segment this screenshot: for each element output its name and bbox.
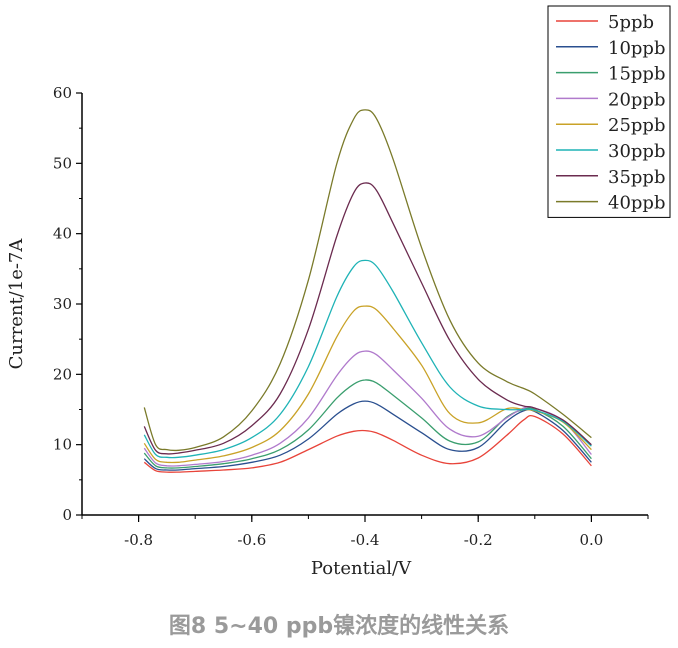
legend-box [547, 5, 671, 218]
legend-label: 5ppb [608, 12, 654, 33]
x-tick-label: -0.6 [237, 531, 266, 549]
x-tick-label: -0.4 [351, 531, 380, 549]
figure-caption: 图8 5~40 ppb镍浓度的线性关系 [168, 614, 510, 639]
x-tick-label: -0.2 [464, 531, 493, 549]
y-tick-label: 10 [53, 436, 72, 454]
legend-label: 20ppb [608, 89, 665, 110]
series-line-35ppb [143, 182, 592, 455]
x-tick-label: 0.0 [579, 531, 603, 549]
legend-label: 15ppb [608, 64, 665, 85]
legend-label: 40ppb [608, 193, 665, 214]
series-line-20ppb [143, 350, 592, 467]
legend-label: 30ppb [608, 141, 665, 162]
y-tick-label: 0 [62, 506, 72, 524]
y-tick-label: 40 [53, 225, 72, 243]
y-axis-label: Current/1e-7A [6, 238, 27, 370]
series-line-40ppb [143, 109, 592, 452]
y-tick-label: 30 [53, 295, 72, 313]
legend-label: 10ppb [608, 38, 665, 59]
legend-label: 25ppb [608, 115, 665, 136]
series-line-30ppb [143, 259, 592, 459]
series-line-15ppb [143, 379, 592, 469]
x-tick-label: -0.8 [124, 531, 153, 549]
legend-label: 35ppb [608, 167, 665, 188]
y-tick-label: 50 [53, 154, 72, 172]
y-tick-label: 20 [53, 365, 72, 383]
x-axis-label: Potential/V [311, 558, 412, 579]
y-tick-label: 60 [53, 84, 72, 102]
chart-figure: 0 10 20 30 40 50 60 -0.8 -0.6 -0.4 -0.2 0.0 Potentia… [6, 5, 671, 579]
series-line-25ppb [143, 305, 592, 464]
series-line-10ppb [143, 400, 592, 471]
series-line-5ppb [143, 414, 592, 473]
